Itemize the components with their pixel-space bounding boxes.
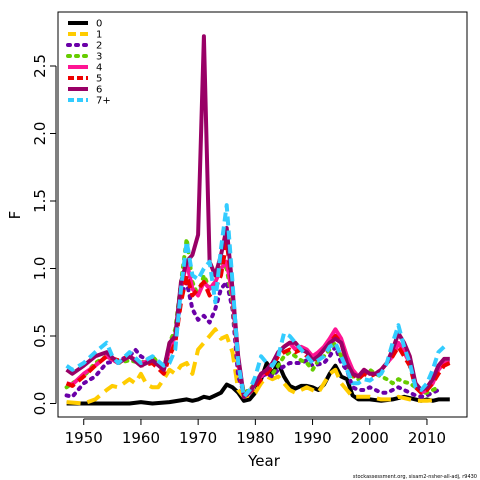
legend-label: 3: [96, 52, 102, 63]
legend-label: 5: [96, 74, 102, 85]
legend-label: 4: [96, 63, 102, 74]
y-tick-label: 2.5: [31, 54, 49, 78]
x-tick-label: 1970: [179, 429, 217, 447]
x-tick-label: 1980: [236, 429, 274, 447]
legend-label: 6: [96, 85, 102, 96]
y-tick-label: 0.0: [31, 392, 49, 416]
y-tick-label: 2.0: [31, 122, 49, 146]
series-line-5: [65, 239, 451, 399]
legend-label: 0: [96, 19, 102, 30]
legend-label: 2: [96, 41, 102, 52]
series-line-0: [66, 361, 450, 406]
plot-frame: [57, 11, 468, 418]
series-line-7plus: [65, 203, 446, 399]
series-layer: [64, 34, 451, 406]
x-tick-label: 2010: [408, 429, 446, 447]
x-tick-label: 1960: [122, 429, 160, 447]
y-axis-title: F: [6, 211, 24, 220]
x-tick-label: 2000: [351, 429, 389, 447]
legend-label: 1: [96, 30, 102, 41]
series-line-6: [65, 34, 450, 399]
x-tick-label: 1950: [65, 429, 103, 447]
footnote: stockassessment.org, sisam2-nsher-all-ad…: [353, 474, 477, 480]
legend-label: 7+: [96, 96, 111, 107]
y-tick-label: 0.5: [31, 324, 49, 348]
x-axis-title: Year: [247, 452, 281, 470]
series-line-3: [64, 236, 441, 395]
y-axis: 0.0 0.5 1.0 1.5 2.0 2.5: [31, 54, 57, 416]
x-axis: 1950 1960 1970 1980 1990 2000 2010: [65, 418, 446, 447]
series-line-1: [66, 327, 439, 406]
y-tick-label: 1.5: [31, 189, 49, 213]
y-tick-label: 1.0: [31, 257, 49, 281]
x-tick-label: 1990: [293, 429, 331, 447]
